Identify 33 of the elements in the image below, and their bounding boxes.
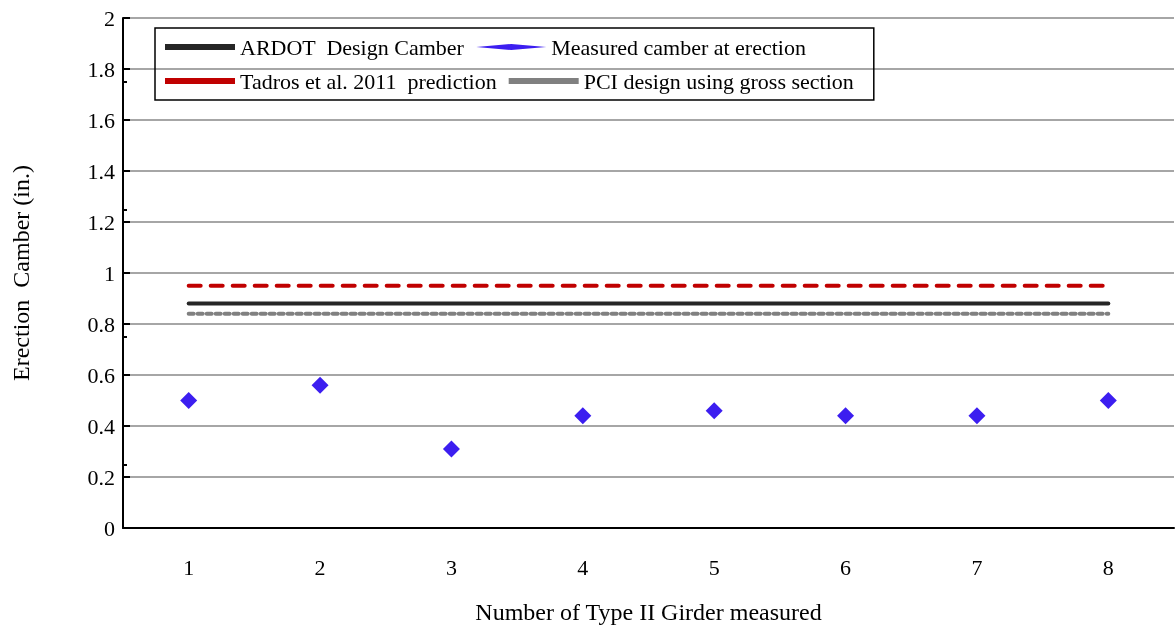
y-tick-label: 0.8 [87,311,115,337]
legend-label: PCI design using gross section [583,68,854,94]
x-tick-label: 7 [971,554,983,580]
y-tick-label: 0.6 [87,362,115,388]
y-tick-label: 1.8 [87,56,115,82]
legend-label: Tadros et al. 2011 prediction [240,68,497,94]
x-tick-label: 1 [183,554,195,580]
y-tick-label: 1.2 [87,209,115,235]
y-tick-label: 0 [104,515,115,541]
point [311,376,329,394]
point [574,407,592,425]
point [968,407,986,425]
y-tick-label: 0.2 [87,464,115,490]
x-axis-title: Number of Type II Girder measured [475,599,822,625]
y-tick-label: 2 [104,5,115,31]
point [1099,392,1117,409]
x-tick-label: 4 [577,554,589,580]
point [442,440,460,458]
legend-label: Measured camber at erection [551,34,806,60]
x-tick-label: 5 [708,554,720,580]
y-tick-label: 1.4 [87,158,115,184]
x-tick-label: 2 [314,554,326,580]
y-tick-label: 0.4 [87,413,115,439]
x-tick-label: 8 [1102,554,1114,580]
x-tick-label: 3 [445,554,457,580]
y-axis-title: Erection Camber (in.) [8,165,34,381]
legend-label: ARDOT Design Camber [240,34,465,60]
point [705,402,723,420]
y-tick-label: 1.6 [87,107,115,133]
x-tick-label: 6 [840,554,852,580]
point [837,407,855,425]
y-tick-label: 1 [104,260,115,286]
point [180,392,198,409]
